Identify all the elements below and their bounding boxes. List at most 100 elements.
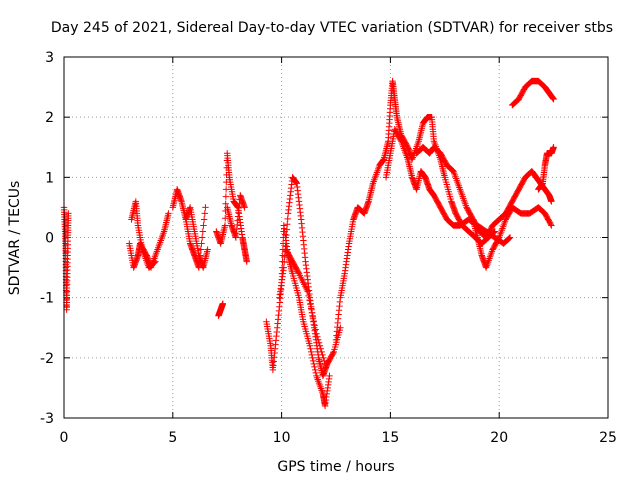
- y-tick-label: -2: [40, 351, 54, 367]
- x-tick-label: 10: [273, 430, 291, 446]
- y-tick-label: -1: [40, 291, 54, 307]
- data-point: [314, 333, 321, 340]
- data-point: [200, 216, 208, 223]
- series-arc-h: [224, 192, 248, 241]
- data-point: [308, 351, 316, 359]
- data-point: [337, 324, 344, 331]
- series-arc-c: [128, 198, 159, 271]
- data-point: [241, 204, 248, 211]
- data-point: [197, 246, 205, 253]
- data-point: [150, 259, 158, 266]
- data-point: [284, 215, 291, 223]
- data-point: [506, 234, 514, 241]
- series-arc-o: [469, 204, 555, 271]
- data-point: [310, 360, 318, 368]
- data-point: [200, 222, 207, 229]
- data-point: [196, 258, 203, 265]
- data-point: [311, 363, 318, 371]
- data-point: [313, 330, 320, 337]
- data-point: [312, 326, 319, 333]
- data-point: [201, 210, 208, 217]
- data-point: [548, 198, 555, 205]
- y-tick-label: -3: [40, 411, 54, 427]
- series-arc-a: [60, 204, 72, 313]
- data-point: [307, 345, 314, 353]
- series-arc-e: [182, 204, 209, 271]
- x-tick-label: 20: [490, 430, 508, 446]
- data-point: [311, 322, 318, 329]
- data-point: [495, 235, 502, 242]
- data-point: [319, 351, 326, 359]
- data-point: [314, 336, 322, 343]
- data-point: [295, 269, 302, 276]
- data-point: [317, 345, 324, 353]
- data-point: [505, 235, 512, 242]
- data-point: [222, 193, 230, 200]
- data-point: [491, 228, 499, 235]
- data-point: [321, 360, 329, 368]
- data-point: [547, 221, 554, 228]
- x-tick-label: 15: [381, 430, 399, 446]
- data-point: [281, 258, 288, 266]
- series-arc-p: [509, 77, 557, 109]
- data-point: [198, 234, 206, 241]
- data-point: [222, 200, 229, 208]
- series-arc-d: [169, 186, 211, 271]
- data-point: [197, 252, 204, 259]
- x-tick-label: 5: [168, 430, 177, 446]
- data-point: [307, 348, 315, 356]
- series-arc-i: [263, 222, 333, 410]
- chart-title: Day 245 of 2021, Sidereal Day-to-day VTE…: [51, 20, 613, 36]
- data-point: [310, 317, 318, 325]
- data-point: [308, 309, 316, 316]
- data-point: [306, 296, 313, 304]
- data-point: [309, 354, 316, 362]
- data-point: [222, 186, 230, 193]
- data-point: [243, 258, 250, 265]
- data-point: [550, 95, 557, 103]
- axis-tick-labels: 0 5 10 15 20 25 -3 -2 -1 0 1 2 3: [40, 50, 617, 446]
- data-point: [326, 372, 333, 380]
- data-point: [199, 228, 207, 235]
- data-point: [312, 369, 319, 377]
- data-point: [309, 313, 317, 321]
- x-tick-label: 0: [60, 430, 69, 446]
- data-point: [283, 231, 290, 239]
- data-point: [506, 234, 513, 242]
- data-point: [550, 144, 557, 151]
- data-point: [304, 288, 311, 295]
- data-point: [202, 204, 209, 211]
- data-point: [204, 246, 211, 253]
- data-points: [60, 77, 557, 410]
- data-point: [548, 222, 555, 229]
- series-arc-g: [213, 150, 250, 265]
- x-axis-label: GPS time / hours: [277, 459, 394, 475]
- series-arc-l: [332, 77, 499, 343]
- data-point: [306, 342, 314, 349]
- data-point: [316, 342, 324, 349]
- data-point: [305, 292, 312, 300]
- y-axis-label: SDTVAR / TECUs: [7, 181, 23, 296]
- data-point: [152, 258, 159, 265]
- data-point: [219, 300, 227, 307]
- series-arc-f: [215, 300, 227, 319]
- data-point: [195, 264, 203, 271]
- data-point: [198, 240, 205, 247]
- plot-frame: [63, 56, 609, 419]
- series-arc-q: [535, 144, 557, 193]
- data-point: [221, 222, 229, 229]
- data-point: [329, 349, 337, 357]
- data-point: [315, 339, 323, 346]
- data-point: [151, 258, 158, 266]
- y-tick-label: 1: [45, 170, 54, 186]
- data-point: [307, 305, 315, 312]
- y-tick-label: 2: [45, 110, 54, 126]
- data-point: [397, 136, 404, 144]
- x-tick-label: 25: [599, 430, 617, 446]
- y-tick-label: 3: [45, 50, 54, 66]
- data-point: [280, 264, 287, 271]
- y-tick-label: 0: [45, 231, 54, 247]
- data-point: [318, 348, 325, 356]
- series-arc-k: [282, 246, 329, 368]
